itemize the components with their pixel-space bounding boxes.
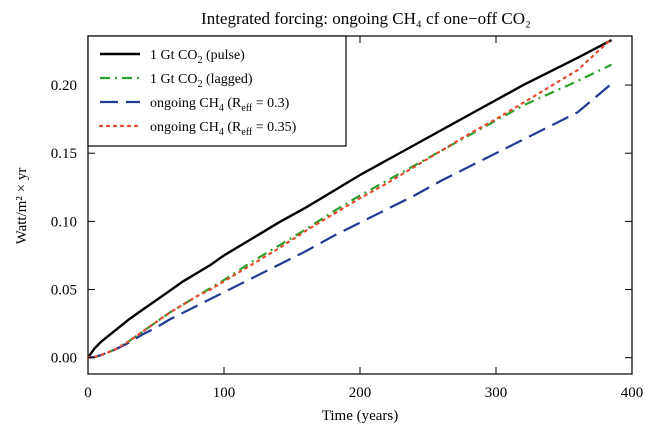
x-tick-label: 0 (84, 385, 92, 401)
y-tick-label: 0.10 (51, 214, 77, 230)
x-tick-label: 400 (621, 385, 644, 401)
y-tick-label: 0.00 (51, 351, 77, 367)
x-tick-label: 300 (485, 385, 508, 401)
y-axis-label: Watt/m² × yr (14, 168, 30, 245)
series-line-1 (87, 39, 613, 359)
series-line-4 (86, 37, 613, 359)
series-lines (86, 37, 613, 359)
legend-label-3: ongoing CH4 (Reff = 0.3) (150, 96, 290, 114)
x-tick-label: 100 (213, 385, 236, 401)
y-tick-label: 0.05 (51, 283, 77, 299)
series-line-3 (87, 82, 613, 359)
x-tick-label: 200 (349, 385, 372, 401)
x-axis-label: Time (years) (322, 408, 399, 424)
series-line-2 (87, 63, 613, 359)
chart-title: Integrated forcing: ongoing CH₄ cf one−o… (201, 9, 531, 28)
legend-label-1: 1 Gt CO2 (pulse) (150, 48, 245, 66)
y-tick-label: 0.15 (51, 146, 77, 162)
legend-label-4: ongoing CH4 (Reff = 0.35) (150, 120, 297, 138)
legend-label-2: 1 Gt CO2 (lagged) (150, 72, 253, 90)
y-tick-label: 0.20 (51, 78, 77, 94)
axis-ticks: 0 100 200 300 400 0.00 0.05 0.10 0.15 0.20 (51, 36, 644, 401)
legend: 1 Gt CO2 (pulse) 1 Gt CO2 (lagged) ongoing… (87, 35, 347, 147)
